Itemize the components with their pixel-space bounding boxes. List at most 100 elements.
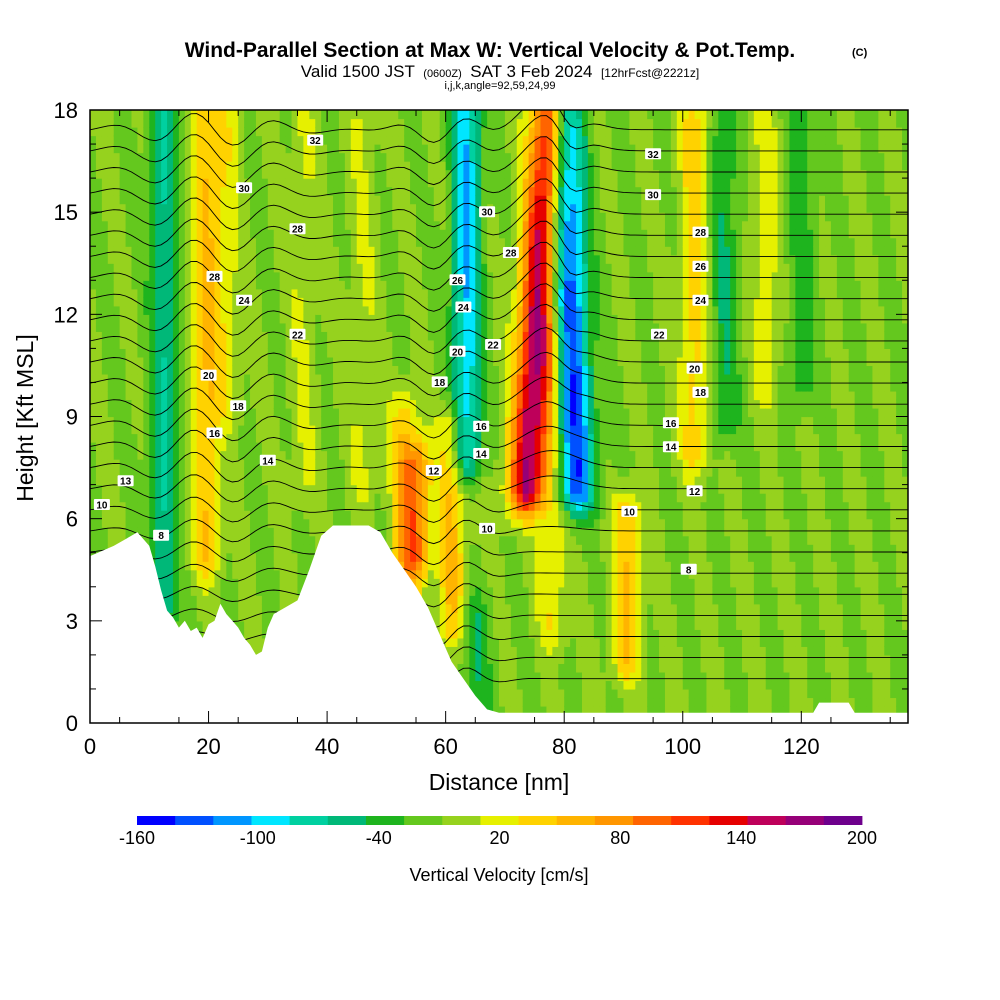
w-cell <box>113 161 121 171</box>
w-cell <box>143 305 150 315</box>
w-cell <box>309 331 316 341</box>
w-cell <box>327 186 334 196</box>
w-cell <box>416 237 423 247</box>
w-cell <box>178 280 186 290</box>
w-cell <box>475 399 482 409</box>
w-cell <box>481 365 488 375</box>
w-cell <box>350 263 358 273</box>
w-cell <box>321 254 328 264</box>
w-cell <box>261 186 269 196</box>
w-cell <box>202 416 210 426</box>
w-cell <box>333 161 340 171</box>
w-cell <box>368 314 376 324</box>
w-cell <box>487 544 494 554</box>
w-cell <box>273 467 281 477</box>
w-cell <box>374 501 382 511</box>
w-cell <box>368 476 376 486</box>
w-cell <box>303 152 310 162</box>
w-cell <box>309 484 316 494</box>
w-cell <box>155 127 162 137</box>
w-cell <box>149 144 156 154</box>
w-cell <box>392 390 399 401</box>
w-cell <box>481 680 488 690</box>
w-cell <box>214 365 222 375</box>
w-cell <box>155 305 162 315</box>
w-cell <box>404 169 411 179</box>
w-cell <box>137 118 144 128</box>
w-cell <box>107 442 115 452</box>
w-cell <box>416 135 423 145</box>
w-cell <box>321 220 328 230</box>
w-cell <box>457 169 465 179</box>
w-cell <box>386 331 393 341</box>
w-cell <box>250 365 257 375</box>
w-cell <box>190 569 198 579</box>
w-cell <box>143 425 150 435</box>
w-cell <box>445 484 453 494</box>
w-cell <box>368 425 376 435</box>
w-cell <box>350 476 358 486</box>
w-cell <box>267 297 275 307</box>
w-cell <box>338 246 346 256</box>
w-cell <box>356 178 364 188</box>
w-cell <box>232 467 239 477</box>
w-cell <box>327 518 334 528</box>
w-cell <box>445 288 453 298</box>
w-cell <box>350 127 358 137</box>
w-cell <box>155 373 162 384</box>
w-cell <box>184 603 192 613</box>
w-cell <box>439 135 447 145</box>
w-cell <box>392 433 399 443</box>
w-cell <box>487 680 494 690</box>
w-cell <box>273 118 281 128</box>
w-cell <box>90 322 97 332</box>
w-cell <box>214 110 222 120</box>
w-cell <box>273 305 281 315</box>
w-cell <box>291 527 299 537</box>
w-cell <box>113 254 121 264</box>
w-cell <box>421 237 429 247</box>
w-cell <box>172 161 180 171</box>
w-cell <box>493 348 500 358</box>
w-cell <box>244 237 251 247</box>
w-cell <box>113 195 121 205</box>
valid-time-line: Valid 1500 JST (0600Z) SAT 3 Feb 2024 [1… <box>301 62 699 81</box>
w-cell <box>303 203 310 213</box>
w-cell <box>433 476 441 486</box>
w-cell <box>487 586 494 596</box>
w-cell <box>421 220 429 230</box>
w-cell <box>368 220 376 230</box>
w-cell <box>374 280 382 290</box>
w-cell <box>427 552 435 562</box>
w-cell <box>250 561 257 571</box>
w-cell <box>410 518 417 528</box>
w-cell <box>131 390 139 401</box>
w-cell <box>427 186 435 196</box>
w-cell <box>149 544 156 554</box>
w-cell <box>421 331 429 341</box>
w-cell <box>149 433 156 443</box>
w-cell <box>113 118 121 128</box>
w-cell <box>374 110 382 120</box>
w-cell <box>285 561 293 571</box>
w-cell <box>101 535 109 545</box>
w-cell <box>279 331 287 341</box>
w-cell <box>285 288 293 298</box>
w-cell <box>167 552 174 562</box>
w-cell <box>208 382 216 392</box>
w-cell <box>374 518 382 528</box>
w-cell <box>499 535 506 545</box>
w-cell <box>267 127 275 137</box>
w-cell <box>155 425 162 435</box>
w-cell <box>433 246 441 256</box>
w-cell <box>410 476 417 486</box>
w-cell <box>338 339 346 349</box>
w-cell <box>416 271 423 281</box>
w-cell <box>374 186 382 196</box>
w-cell <box>149 382 156 392</box>
w-cell <box>113 229 121 239</box>
w-cell <box>208 110 216 120</box>
w-cell <box>445 305 453 315</box>
w-cell <box>95 467 103 477</box>
w-cell <box>475 280 482 290</box>
